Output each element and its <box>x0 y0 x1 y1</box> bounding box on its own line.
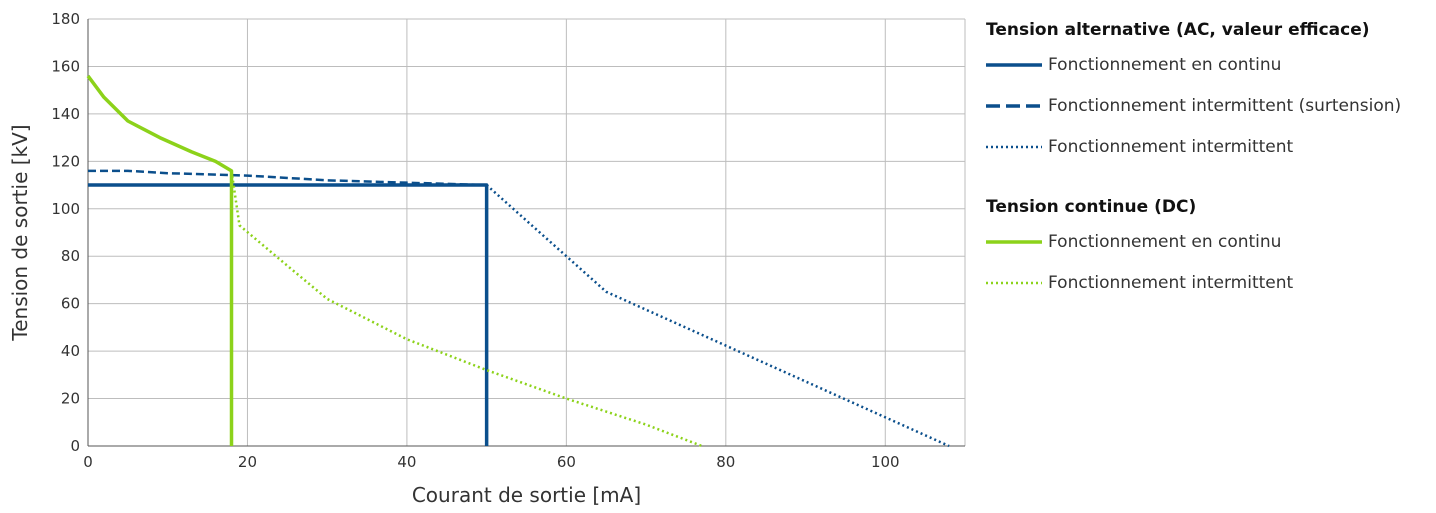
legend-label: Fonctionnement intermittent <box>1048 136 1294 157</box>
y-tick-label: 140 <box>51 105 80 123</box>
x-tick-label: 80 <box>716 453 735 471</box>
y-tick-label: 20 <box>61 390 80 408</box>
series-line-ac-intermittent <box>485 184 950 448</box>
legend-label: Fonctionnement intermittent <box>1048 272 1294 293</box>
y-tick-label: 180 <box>51 10 80 28</box>
x-tick-label: 60 <box>557 453 576 471</box>
legend-item: Fonctionnement en continu <box>986 221 1431 262</box>
legend-item: Fonctionnement intermittent (surtension) <box>986 85 1431 126</box>
legend-item: Fonctionnement intermittent <box>986 126 1431 167</box>
x-tick-label: 100 <box>871 453 900 471</box>
y-tick-label: 120 <box>51 152 80 170</box>
y-tick-label: 60 <box>61 295 80 313</box>
legend: Tension alternative (AC, valeur efficace… <box>986 14 1431 303</box>
x-tick-label: 40 <box>397 453 416 471</box>
series-line-ac-surtension <box>88 169 487 187</box>
legend-swatch <box>986 277 1042 289</box>
series-line-dc-intermittent <box>230 170 703 448</box>
series-line-ac-continu <box>88 183 489 446</box>
legend-group-title: Tension continue (DC) <box>986 197 1197 217</box>
legend-swatch <box>986 141 1042 153</box>
legend-label: Fonctionnement intermittent (surtension) <box>1048 95 1402 116</box>
legend-group-title: Tension alternative (AC, valeur efficace… <box>986 20 1370 40</box>
x-axis-label: Courant de sortie [mA] <box>412 483 641 507</box>
y-tick-label: 100 <box>51 200 80 218</box>
series-line-dc-continu <box>86 74 234 446</box>
chart: 0 20 40 60 80 100 0 20 40 60 80 100 120 140 160 180 Cour… <box>8 10 966 507</box>
x-tick-label: 0 <box>83 453 93 471</box>
legend-swatch <box>986 236 1042 248</box>
y-tick-label: 0 <box>70 437 80 455</box>
y-tick-label: 80 <box>61 247 80 265</box>
legend-item: Fonctionnement intermittent <box>986 262 1431 303</box>
legend-label: Fonctionnement en continu <box>1048 231 1282 252</box>
legend-swatch <box>986 59 1042 71</box>
legend-group: Tension alternative (AC, valeur efficace… <box>986 20 1431 167</box>
legend-swatch <box>986 100 1042 112</box>
y-tick-label: 40 <box>61 342 80 360</box>
x-tick-label: 20 <box>238 453 257 471</box>
legend-label: Fonctionnement en continu <box>1048 54 1282 75</box>
y-tick-label: 160 <box>51 57 80 75</box>
y-axis-label: Tension de sortie [kV] <box>8 124 32 341</box>
legend-item: Fonctionnement en continu <box>986 44 1431 85</box>
legend-group: Tension continue (DC) Fonctionnement en c… <box>986 197 1431 303</box>
